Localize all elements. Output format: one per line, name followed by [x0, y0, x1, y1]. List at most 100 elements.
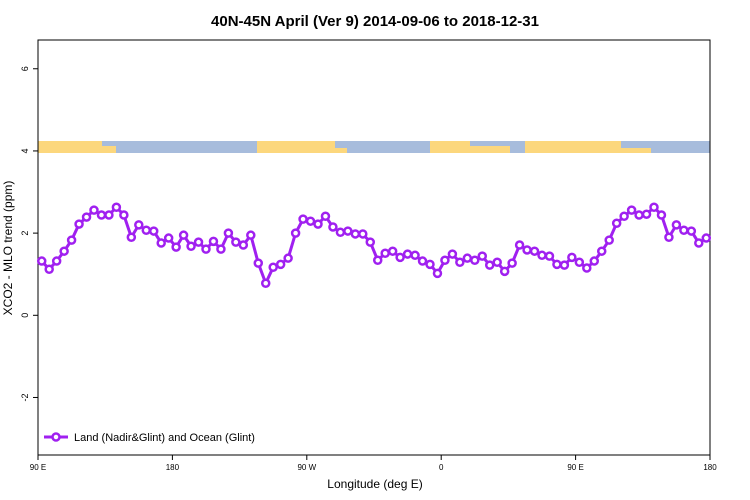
point: [335, 227, 346, 238]
x-tick-label: 90 E: [30, 463, 46, 472]
y-tick-label: 6: [20, 66, 30, 71]
point: [216, 244, 226, 254]
point: [126, 232, 137, 242]
point: [268, 262, 278, 272]
point: [104, 210, 114, 220]
y-tick-label: 2: [20, 231, 30, 236]
point: [522, 245, 532, 255]
point: [447, 249, 458, 259]
point: [74, 219, 84, 229]
point: [440, 255, 450, 265]
point: [596, 246, 607, 256]
point: [507, 258, 517, 268]
point: [365, 237, 376, 247]
point: [51, 256, 62, 266]
point: [529, 246, 540, 256]
point: [246, 230, 256, 240]
point: [260, 278, 271, 288]
point: [66, 235, 77, 245]
chart-title: 40N-45N April (Ver 9) 2014-09-06 to 2018…: [211, 13, 539, 30]
point: [313, 219, 323, 229]
plot-frame: [37, 39, 711, 456]
point: [387, 246, 398, 256]
point: [559, 260, 570, 270]
point: [544, 251, 555, 261]
point: [328, 222, 338, 232]
point: [701, 233, 712, 243]
point: [231, 237, 241, 247]
legend-marker: [51, 432, 61, 442]
point: [380, 248, 390, 259]
point: [567, 252, 577, 263]
point: [604, 235, 614, 245]
series-line: [40, 205, 708, 288]
point: [537, 250, 547, 261]
point: [484, 260, 495, 270]
point: [462, 253, 473, 263]
point: [656, 210, 667, 220]
point: [611, 218, 622, 229]
point: [499, 266, 510, 277]
x-tick-label: 180: [703, 463, 717, 472]
point: [402, 249, 413, 259]
point: [455, 257, 465, 268]
point: [208, 236, 219, 247]
x-tick-label: 0: [439, 463, 444, 472]
point: [253, 258, 264, 268]
point: [582, 263, 592, 273]
point: [626, 205, 637, 215]
point: [305, 216, 316, 226]
point: [148, 226, 159, 236]
point: [238, 240, 249, 250]
point: [372, 255, 383, 265]
point: [223, 228, 234, 238]
point: [417, 256, 428, 266]
point: [641, 209, 652, 219]
point: [619, 211, 629, 222]
point: [178, 230, 189, 240]
x-tick-label: 90 E: [567, 463, 583, 472]
x-tick-label: 90 W: [297, 463, 316, 472]
point: [163, 233, 174, 243]
point: [275, 259, 286, 270]
point: [141, 225, 152, 235]
point: [514, 240, 525, 250]
y-tick-label: 4: [20, 148, 30, 153]
y-axis-label: XCO2 - MLO trend (ppm): [1, 181, 15, 316]
point: [589, 256, 600, 266]
y-tick-label: 0: [20, 313, 30, 318]
point: [134, 220, 144, 230]
x-tick-label: 180: [166, 463, 180, 472]
point: [358, 229, 368, 239]
point: [44, 264, 54, 275]
point: [671, 220, 682, 230]
point: [81, 212, 92, 222]
point: [552, 259, 562, 270]
point: [574, 257, 585, 268]
point: [343, 226, 353, 236]
point: [679, 225, 689, 235]
y-tick-label: -2: [20, 393, 30, 401]
point: [193, 237, 204, 247]
point: [186, 241, 196, 252]
x-axis-label: Longitude (deg E): [327, 477, 422, 491]
point: [395, 252, 405, 263]
land-ocean-strip: [38, 141, 710, 153]
point: [59, 246, 69, 256]
legend-label: Land (Nadir&Glint) and Ocean (Glint): [74, 432, 255, 444]
point: [425, 259, 435, 270]
point: [350, 229, 361, 239]
point: [36, 256, 47, 266]
point: [470, 255, 480, 265]
point: [634, 210, 644, 220]
point: [96, 210, 107, 220]
point: [119, 210, 129, 220]
point: [649, 202, 659, 212]
point: [492, 257, 502, 268]
point: [283, 253, 293, 263]
point: [111, 202, 122, 212]
point: [171, 242, 181, 252]
point: [664, 232, 674, 242]
point: [432, 268, 443, 279]
